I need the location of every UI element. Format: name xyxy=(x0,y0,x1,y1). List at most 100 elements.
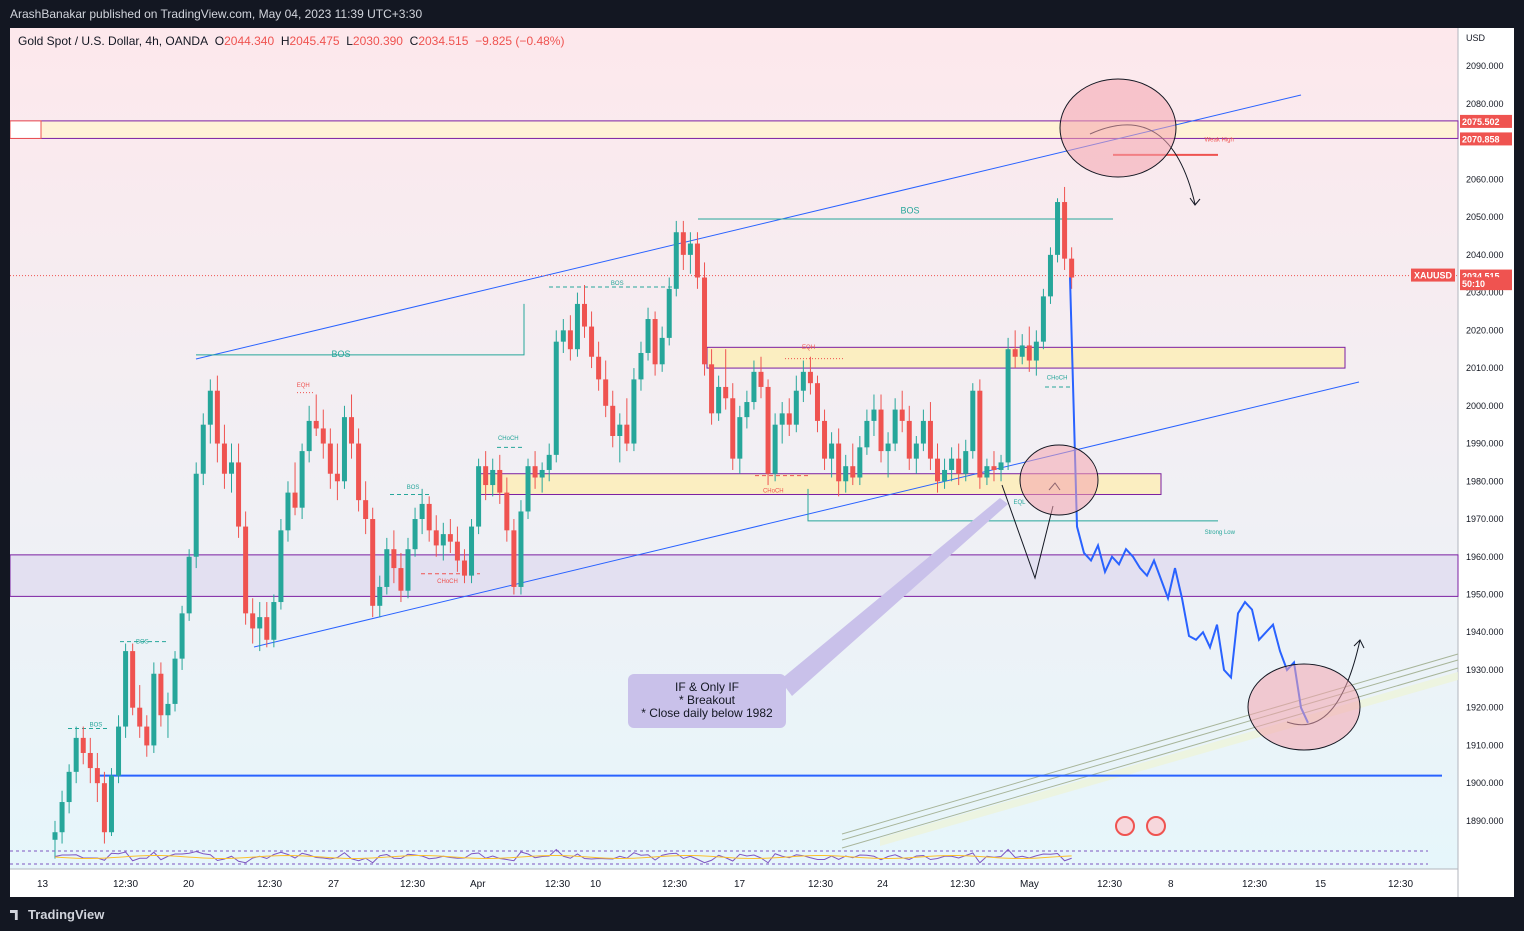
price-chart-svg[interactable]: BOS BOS BOS BOS BOS BOS CHoCH CHoCH CHoCH CHoCH EQ… xyxy=(10,28,1514,897)
candle-body xyxy=(942,469,948,482)
lower-channel-line-0 xyxy=(841,653,1459,835)
time-tick-label: 12:30 xyxy=(950,879,975,890)
candle-body xyxy=(532,466,538,478)
candle-body xyxy=(560,330,566,342)
time-tick-label: 13 xyxy=(37,879,49,890)
annotation-label: BOS xyxy=(611,281,624,287)
candle-body xyxy=(991,466,997,470)
candle-body xyxy=(758,371,764,387)
candle-body xyxy=(469,526,475,576)
candle-body xyxy=(723,386,729,399)
candle-body xyxy=(179,613,185,659)
candle-body xyxy=(243,526,249,614)
candle-body xyxy=(278,530,284,603)
candle-body xyxy=(793,390,799,425)
time-tick-label: 24 xyxy=(877,879,889,890)
projection-path xyxy=(1069,277,1309,724)
time-tick-label: 12:30 xyxy=(808,879,833,890)
candle-body xyxy=(1033,341,1039,361)
annotation-label: BOS xyxy=(407,485,420,491)
candle-body xyxy=(807,371,813,384)
legend-change: −9.825 (−0.48%) xyxy=(475,34,565,48)
symbol-tag-bg xyxy=(1411,268,1455,282)
publish-header: ArashBanakar published on TradingView.co… xyxy=(0,0,1524,28)
candle-body xyxy=(709,364,715,414)
candle-body xyxy=(405,549,411,591)
price-tick-label: 1900.000 xyxy=(1466,778,1504,788)
time-tick-label: 27 xyxy=(328,879,340,890)
time-tick-label: 12:30 xyxy=(1242,879,1267,890)
candle-body xyxy=(786,413,792,425)
annotation-label: CHoCH xyxy=(763,489,784,495)
candle-body xyxy=(765,386,771,474)
candle-body xyxy=(165,703,171,716)
price-tick-label: 2090.000 xyxy=(1466,61,1504,71)
annotation-label: CHoCH xyxy=(498,436,519,442)
bos-line-1 xyxy=(196,303,525,356)
price-tick-label: 2000.000 xyxy=(1466,401,1504,411)
callout-line-1: IF & Only IF xyxy=(674,680,739,694)
candle-body xyxy=(116,726,122,776)
candle-body xyxy=(483,466,489,486)
price-tick-label: 1930.000 xyxy=(1466,665,1504,675)
tradingview-logo-icon xyxy=(10,910,18,920)
candle-body xyxy=(1069,258,1075,278)
brand-name: TradingView xyxy=(28,907,105,922)
time-tick-label: Apr xyxy=(470,879,486,890)
price-label-bg xyxy=(1460,132,1512,146)
candle-body xyxy=(461,560,467,576)
candle-body xyxy=(956,458,962,474)
time-tick-label: 12:30 xyxy=(545,879,570,890)
candle-body xyxy=(892,409,898,444)
price-tick-label: 1990.000 xyxy=(1466,439,1504,449)
candle-body xyxy=(850,466,856,478)
candle-body xyxy=(440,534,446,546)
annotation-label: BOS xyxy=(331,349,350,359)
candle-body xyxy=(645,319,651,353)
time-tick-label: 10 xyxy=(590,879,602,890)
candle-body xyxy=(214,390,220,444)
candle-body xyxy=(1062,202,1068,259)
tradingview-logo[interactable]: TradingView xyxy=(10,907,104,922)
candle-body xyxy=(525,466,531,512)
callout-line-2: * Breakout xyxy=(678,693,736,707)
candle-body xyxy=(144,726,150,746)
candle-body xyxy=(949,458,955,470)
candle-body xyxy=(447,534,453,542)
candle-body xyxy=(899,409,905,421)
price-tick-label: 2080.000 xyxy=(1466,99,1504,109)
candle-body xyxy=(744,402,750,418)
price-tick-label: 2030.000 xyxy=(1466,288,1504,298)
candle-body xyxy=(518,511,524,587)
price-label-bg xyxy=(1460,277,1512,291)
event-flag-icon xyxy=(1115,816,1135,836)
candle-body xyxy=(737,417,743,459)
candle-body xyxy=(553,341,559,455)
candle-body xyxy=(158,673,164,716)
annotation-label: CHoCH xyxy=(1047,375,1068,381)
candle-body xyxy=(454,541,460,561)
legend-close-label: C xyxy=(409,34,419,48)
candle-body xyxy=(207,390,213,425)
annotation-label: BOS xyxy=(901,205,920,215)
candle-body xyxy=(963,451,969,474)
candle-body xyxy=(970,390,976,452)
event-flag-icon xyxy=(1146,816,1166,836)
candle-body xyxy=(271,602,277,640)
candle-body xyxy=(885,443,891,452)
candle-body xyxy=(433,530,439,546)
footer-bar: TradingView xyxy=(0,897,1524,931)
time-axis-background xyxy=(10,869,1458,897)
legend-high-label: H xyxy=(280,34,290,48)
zone-supply-tag xyxy=(10,120,42,139)
candle-body xyxy=(391,549,397,569)
candle-body xyxy=(582,303,587,327)
candle-body xyxy=(306,420,312,452)
chart-area[interactable]: BOS BOS BOS BOS BOS BOS CHoCH CHoCH CHoCH CHoCH EQ… xyxy=(10,28,1514,897)
price-tick-label: 1960.000 xyxy=(1466,552,1504,562)
candle-body xyxy=(137,707,143,727)
annotation-label: EQH xyxy=(297,383,310,389)
v-pattern-line xyxy=(1001,484,1054,580)
time-tick-label: May xyxy=(1020,879,1039,890)
candle-body xyxy=(864,420,870,448)
